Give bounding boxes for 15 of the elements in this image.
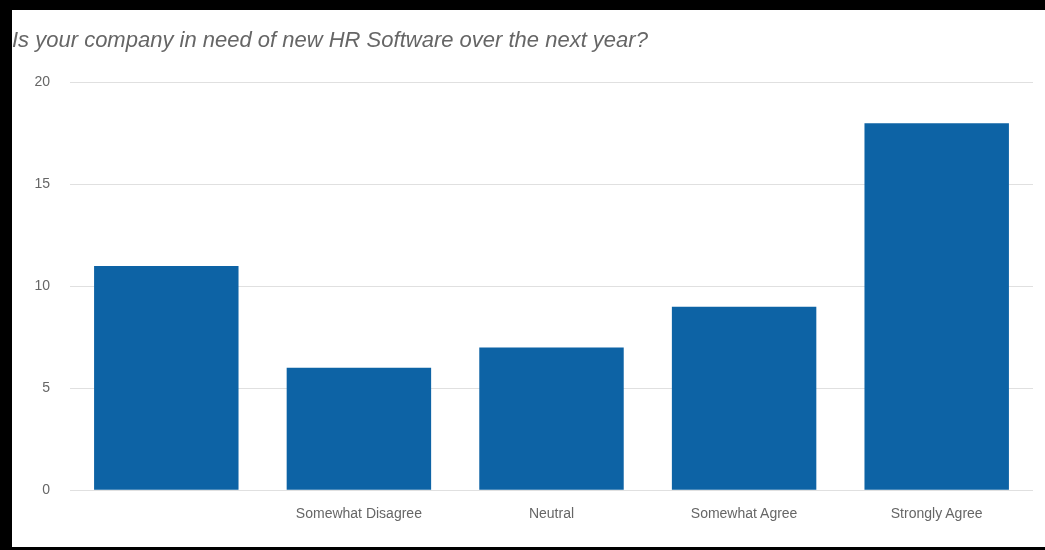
y-tick-label: 15 xyxy=(34,175,51,192)
y-tick-label: 5 xyxy=(42,379,51,396)
x-tick-label: Somewhat Disagree xyxy=(295,505,423,522)
x-tick-label: Somewhat Agree xyxy=(690,505,798,522)
bar xyxy=(94,265,239,490)
bar xyxy=(864,123,1009,490)
bar xyxy=(286,367,432,490)
chart-title: Is your company in need of new HR Software over the next year? xyxy=(12,27,649,53)
bar xyxy=(479,347,624,490)
y-tick-label: 0 xyxy=(42,481,51,498)
x-tick-label: Neutral xyxy=(528,505,575,522)
x-tick-label: Strongly Agree xyxy=(890,505,983,522)
y-tick-label: 20 xyxy=(34,73,51,90)
bar xyxy=(671,306,817,490)
y-tick-label: 10 xyxy=(34,277,51,294)
